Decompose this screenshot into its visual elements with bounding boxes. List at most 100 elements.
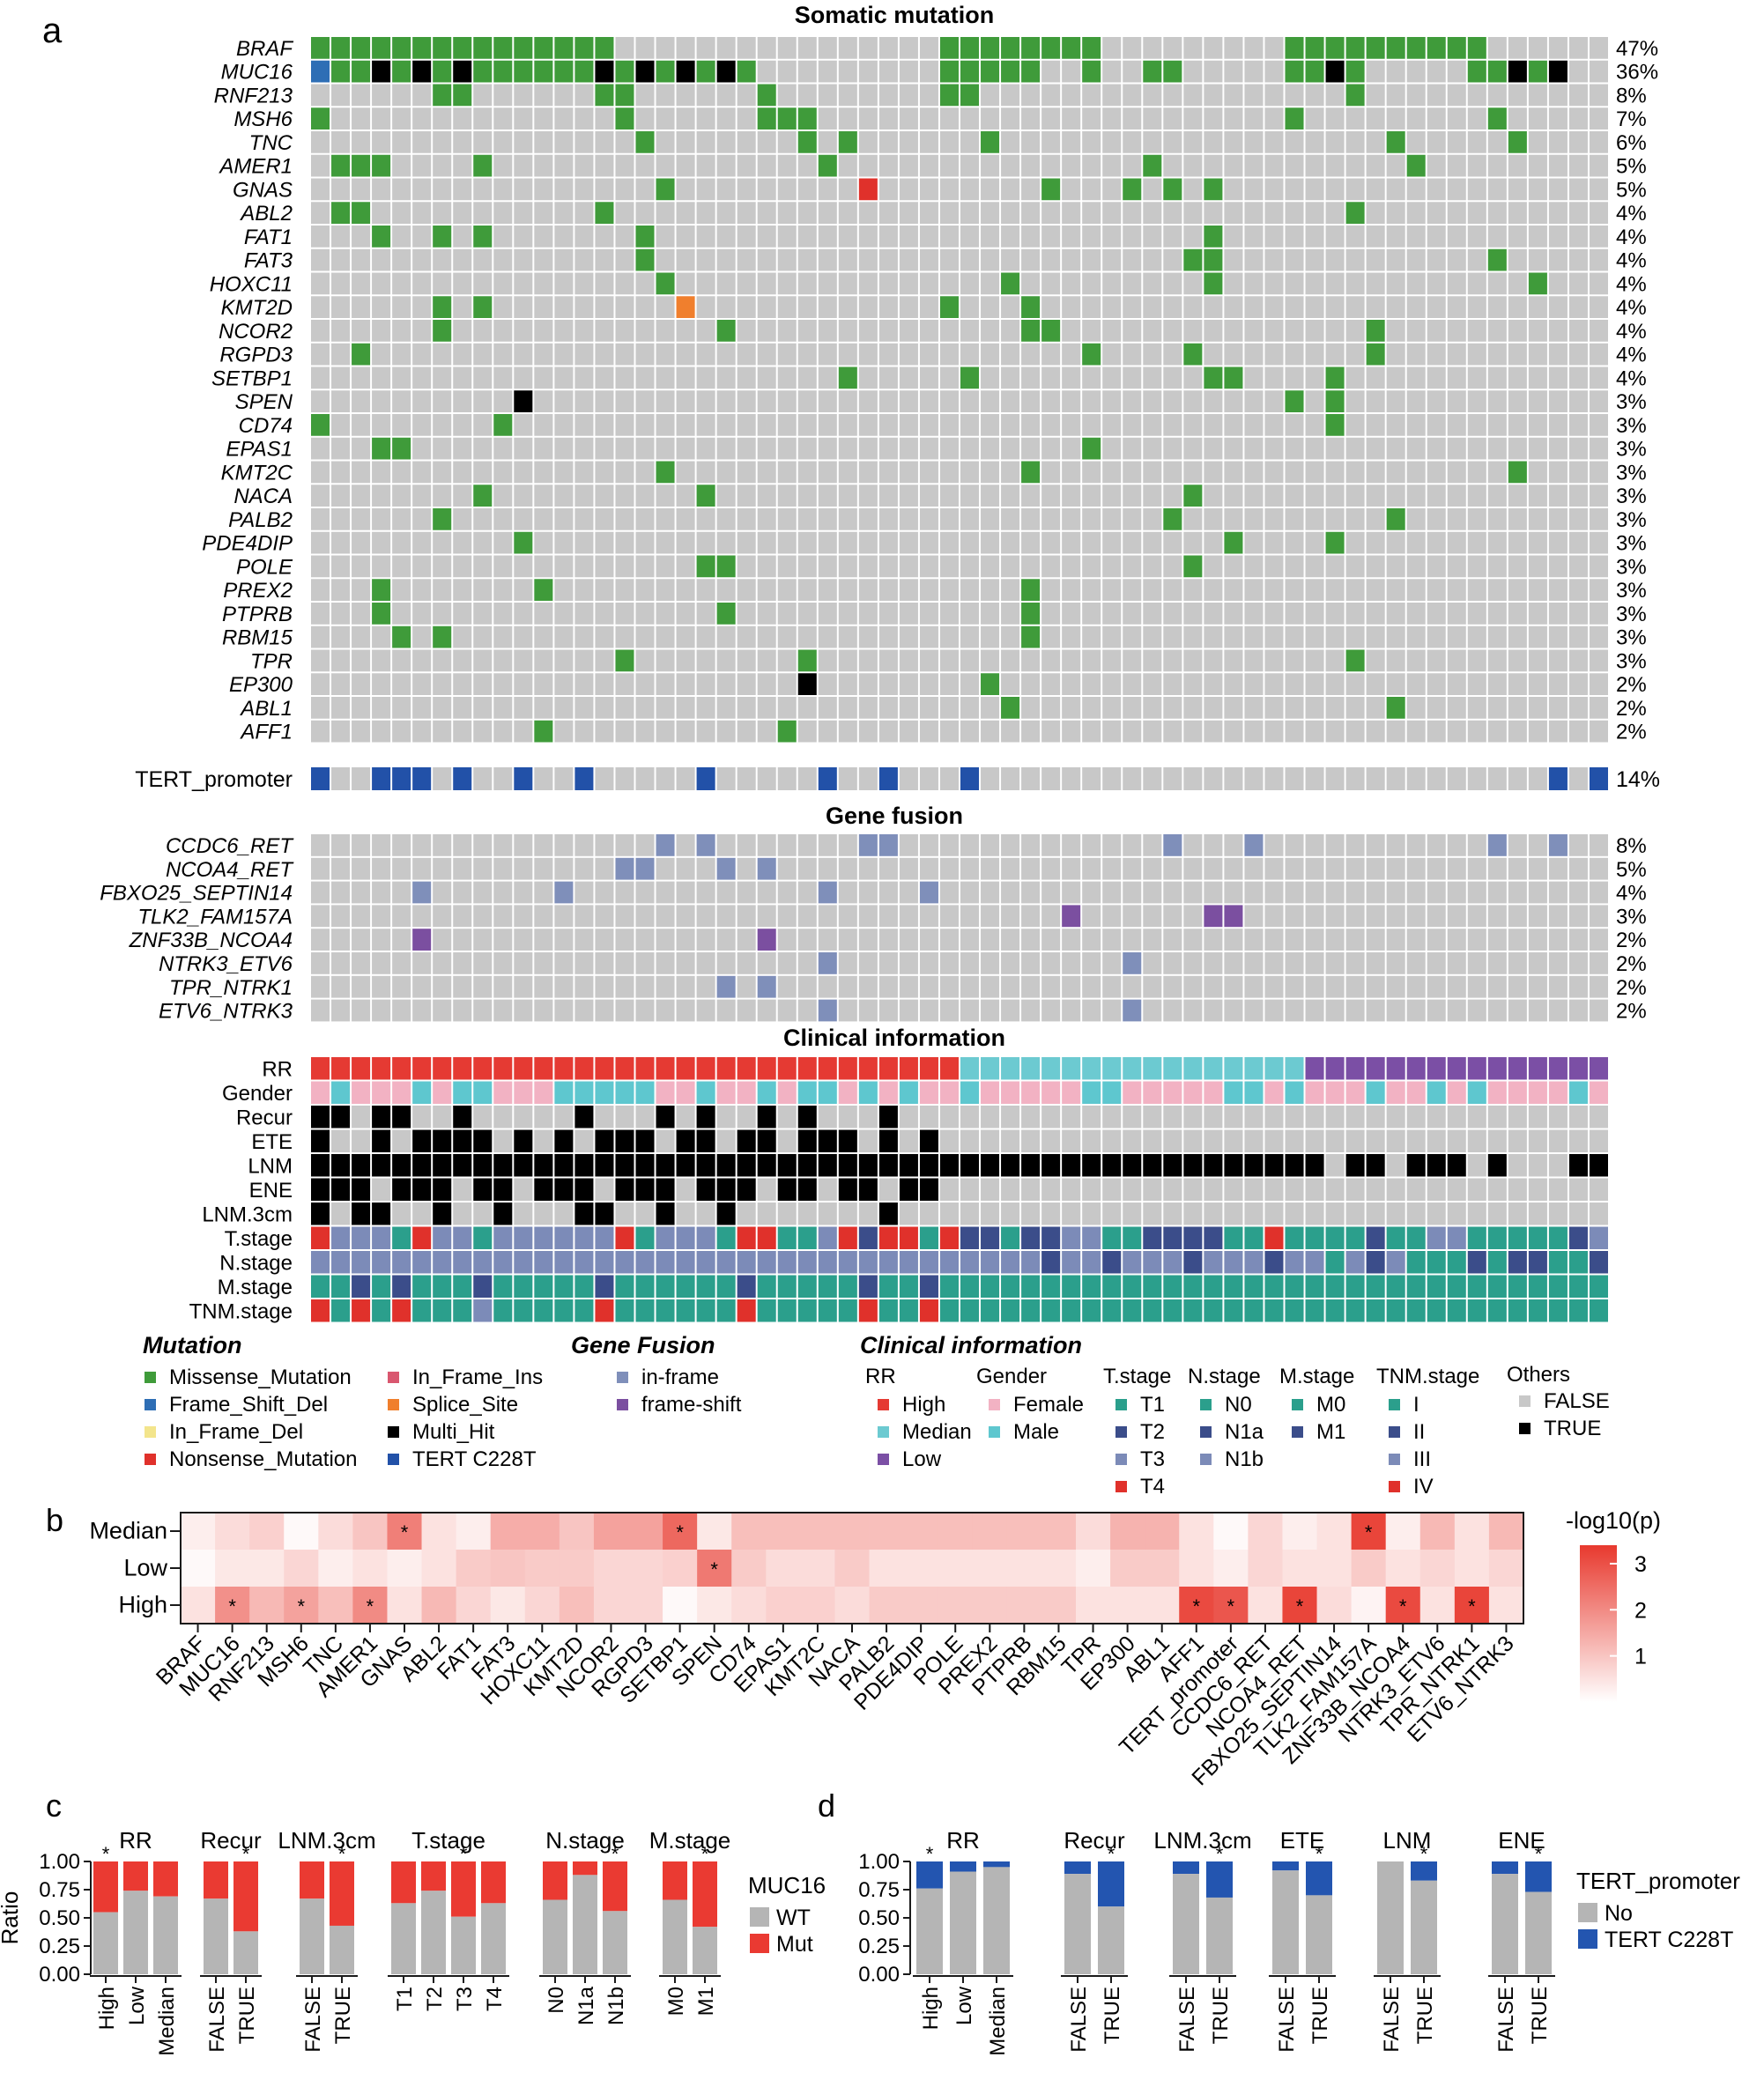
clinical-ETE-cell (392, 1129, 411, 1152)
gene-POLE-cell (1021, 555, 1041, 578)
gene-ABL2-cell (635, 202, 655, 224)
gene-SPEN-cell (311, 390, 330, 412)
clinical-N.stage-cell (392, 1251, 411, 1274)
fusion-FBXO25_SEPTIN14-cell (514, 881, 533, 904)
heatmap-cell (1385, 1587, 1421, 1624)
fusion-FBXO25_SEPTIN14-cell (777, 881, 797, 904)
clinical-ENE-cell (554, 1178, 574, 1201)
gene-FAT3-cell (1305, 248, 1324, 271)
gene-SPEN-cell (1204, 390, 1223, 412)
clinical-ENE-cell (574, 1178, 594, 1201)
gene-SETBP1-cell (1406, 366, 1426, 389)
fusion-frequency: 2% (1616, 1000, 1647, 1024)
bar-segment-No (1492, 1874, 1518, 1974)
gene-EPAS1-cell (1568, 437, 1588, 460)
gene-TPR-cell (757, 649, 776, 672)
gene-KMT2D-cell (493, 296, 513, 318)
gene-MSH6-cell (1568, 107, 1588, 130)
gene-TNC-cell (981, 131, 1000, 153)
clinical-N.stage-cell (696, 1251, 715, 1274)
gene-AMER1-cell (1568, 154, 1588, 177)
gene-GNAS-cell (615, 178, 634, 201)
gene-PDE4DIP-cell (372, 531, 391, 554)
clinical-Gender-cell (797, 1081, 817, 1104)
fusion-NCOA4_RET-cell (777, 857, 797, 880)
bar-segment-WT (603, 1911, 627, 1974)
fusion-ZNF33B_NCOA4-cell (473, 929, 493, 951)
legend-mutation-label: Frame_Shift_Del (169, 1393, 328, 1417)
gene-SPEN-cell (1082, 390, 1101, 412)
gene-SETBP1-cell (1548, 366, 1568, 389)
fusion-FBXO25_SEPTIN14-cell (331, 881, 351, 904)
gene-RBM15-cell (878, 625, 898, 648)
clinical-LNM-cell (1447, 1154, 1466, 1177)
gene-ABL2-cell (595, 202, 614, 224)
gene-POLE-cell (412, 555, 432, 578)
heatmap-cell (1454, 1587, 1490, 1624)
gene-MUC16-cell (919, 60, 938, 83)
bar-y-tick-label: 1.00 (39, 1850, 80, 1874)
gene-ABL2-cell (1183, 202, 1203, 224)
gene-EP300-cell (473, 673, 493, 695)
clinical-M.stage-cell (1264, 1275, 1284, 1298)
bar-group-title: Recur (200, 1827, 262, 1854)
fusion-NTRK3_ETV6-cell (1123, 952, 1142, 974)
fusion-CCDC6_RET-cell (1062, 834, 1081, 856)
gene-TNC-cell (453, 131, 472, 153)
gene-GNAS-cell (514, 178, 533, 201)
gene-FAT3-cell (737, 248, 756, 271)
gene-BRAF-cell (615, 37, 634, 59)
gene-HOXC11-cell (1285, 272, 1304, 295)
gene-BRAF-cell (1589, 37, 1608, 59)
clinical-Gender-cell (1568, 1081, 1588, 1104)
fusion-TLK2_FAM157A-cell (1325, 905, 1345, 928)
gene-PREX2-cell (554, 579, 574, 601)
fusion-ETV6_NTRK3-cell (757, 999, 776, 1022)
heatmap-cell (1179, 1587, 1214, 1624)
gene-HOXC11-cell (433, 272, 452, 295)
bar-segment-Mut (153, 1861, 178, 1897)
gene-EPAS1-cell (1285, 437, 1304, 460)
gene-FAT3-cell (1082, 248, 1101, 271)
clinical-N.stage-cell (1204, 1251, 1223, 1274)
gene-EPAS1-cell (1305, 437, 1324, 460)
gene-RBM15-cell (1427, 625, 1446, 648)
clinical-M.stage-cell (615, 1275, 634, 1298)
gene-ABL1-cell (1082, 697, 1101, 719)
gene-AFF1-cell (574, 720, 594, 743)
gene-NACA-cell (1143, 485, 1162, 507)
fusion-NTRK3_ETV6-cell (1285, 952, 1304, 974)
gene-RBM15-cell (919, 625, 938, 648)
gene-AMER1-cell (656, 154, 675, 177)
tert-promoter-cell (838, 767, 857, 790)
clinical-RR-cell (615, 1057, 634, 1080)
bar-segment-WT (573, 1875, 597, 1974)
gene-ABL1-cell (514, 697, 533, 719)
clinical-Recur-cell (1204, 1106, 1223, 1129)
fusion-FBXO25_SEPTIN14-cell (1285, 881, 1304, 904)
clinical-Gender-cell (1102, 1081, 1122, 1104)
tert-promoter-cell (1183, 767, 1203, 790)
gene-HOXC11-cell (1548, 272, 1568, 295)
gene-KMT2C-cell (1508, 461, 1527, 484)
gene-MUC16-cell (1406, 60, 1426, 83)
gene-MSH6-cell (716, 107, 736, 130)
gene-HOXC11-cell (635, 272, 655, 295)
clinical-LNM.3cm-cell (1001, 1203, 1020, 1225)
gene-RBM15-cell (757, 625, 776, 648)
fusion-TPR_NTRK1-cell (1163, 975, 1182, 998)
fusion-frequency: 5% (1616, 858, 1647, 882)
gene-SETBP1-cell (757, 366, 776, 389)
gene-NACA-cell (797, 485, 817, 507)
clinical-M.stage-cell (1224, 1275, 1243, 1298)
gene-KMT2D-cell (1204, 296, 1223, 318)
clinical-LNM.3cm-cell (1183, 1203, 1203, 1225)
gene-HOXC11-cell (1041, 272, 1061, 295)
gene-ABL1-cell (716, 697, 736, 719)
gene-POLE-cell (534, 555, 553, 578)
gene-EPAS1-cell (433, 437, 452, 460)
clinical-ENE-cell (1528, 1178, 1547, 1201)
fusion-NCOA4_RET-cell (433, 857, 452, 880)
gene-PALB2-cell (473, 508, 493, 530)
legend-mutation-label: Splice_Site (412, 1393, 518, 1417)
